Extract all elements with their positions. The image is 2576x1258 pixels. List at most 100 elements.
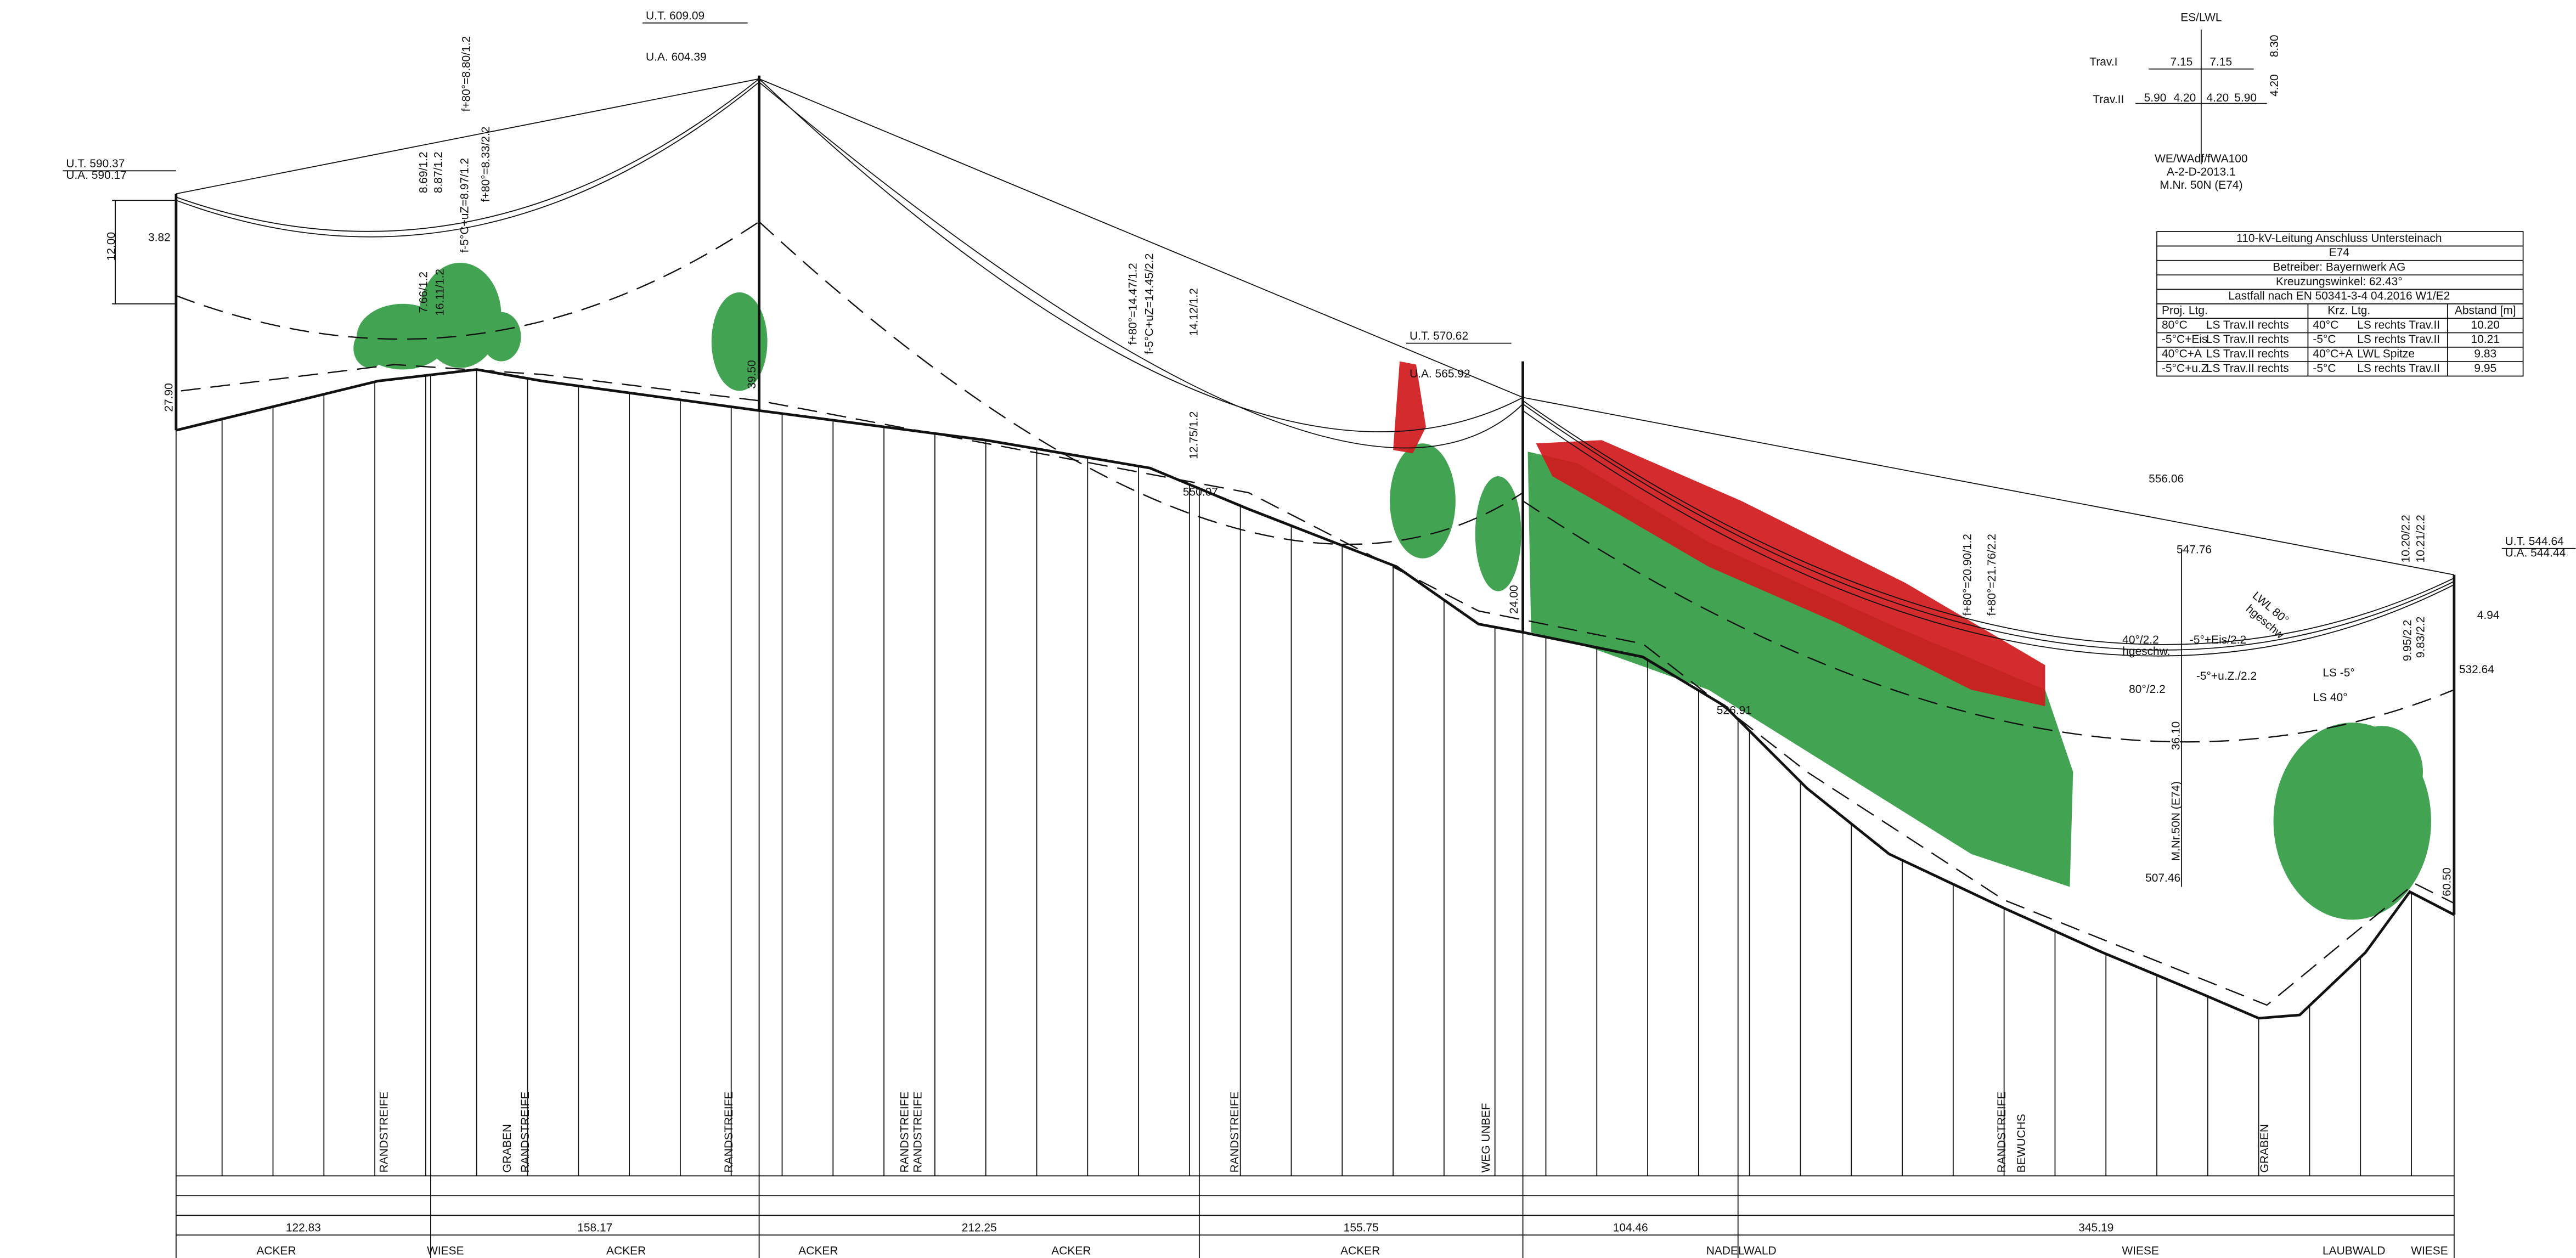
table-cell: 80°C [2162,319,2188,331]
dimension-label: 12.00 [105,232,118,261]
dimension-label: f+80°=20.90/1.2 [1961,534,1974,616]
dimension-label: -5°+u.Z./2.2 [2196,670,2257,682]
dimension-label: M.Nr.50N (E74) [2170,781,2183,861]
table-cell: LS Trav.II rechts [2206,319,2289,331]
land-use: ACKER [606,1245,646,1257]
dimension-label: 36.10 [2170,721,2183,750]
dimension-label: 3.82 [148,232,171,244]
dimension-label: 27.90 [162,383,175,411]
tower-ut: U.T. 609.09 [646,9,704,22]
annotations: 122.83 158.17 212.25 155.75 104.46 345.19 ACKE… [63,9,2576,1258]
table-cell: LWL Spitze [2357,348,2415,360]
head-label: 4.20 [2206,92,2229,104]
land-use: NADELWALD [1706,1245,1777,1257]
dimension-label: 8.69/1.2 [417,151,430,193]
dimension-label: hgeschw. [2122,645,2170,658]
dimension-label: 526.91 [1717,704,1752,717]
land-use: WIESE [2122,1245,2159,1257]
ground-label: RANDSTREIFE [1996,1092,2008,1173]
head-label: 5.90 [2144,92,2167,104]
land-use: LAUBWALD [2323,1245,2385,1257]
dimension-label: 16.11/1.2 [433,269,446,316]
table-header: Krz. Ltg. [2327,304,2370,317]
tower-ua: U.A. 565.92 [1410,368,1470,380]
span-length: 104.46 [1613,1222,1648,1234]
line-work [112,29,2456,1006]
table-title: Lastfall nach EN 50341-3-4 04.2016 W1/E2 [2228,290,2450,302]
table-cell: LS Trav.II rechts [2206,333,2289,346]
land-use: ACKER [256,1245,296,1257]
table-cell: -5°C+Eis [2162,333,2207,346]
table-cell: 10.20 [2471,319,2500,331]
dimension-label: 547.76 [2177,543,2212,556]
head-label: A-2-D-2013.1 [2167,166,2236,178]
table-cell: -5°C [2313,333,2336,346]
head-label: WE/WAdf/fWA100 [2155,153,2247,165]
dimension-label: 7.66/1.2 [417,272,430,313]
span-length: 122.83 [286,1222,321,1234]
table-cell: LS rechts Trav.II [2357,319,2440,331]
table-cell: LS Trav.II rechts [2206,348,2289,360]
table-cell: -5°C+u.Z. [2162,362,2211,375]
table-cell: LS rechts Trav.II [2357,333,2440,346]
dimension-label: 12.75/1.2 [1187,411,1200,459]
dimension-label: 80°/2.2 [2129,683,2166,696]
head-label: 4.20 [2174,92,2196,104]
table-title: E74 [2329,246,2350,259]
dimension-label: 40°/2.2 [2122,634,2159,646]
ground-label: RANDSTREIFE [899,1092,911,1173]
tower-ua: U.A. 544.44 [2505,546,2566,559]
table-title: Kreuzungswinkel: 62.43° [2276,275,2403,288]
dimension-label: -5°+Eis/2.2 [2190,634,2246,646]
ground-label: BEWUCHS [2015,1114,2028,1172]
head-label: 5.90 [2234,92,2257,104]
ground-label: GRABEN [501,1124,514,1172]
dimension-label: 10.21/2.2 [2415,515,2427,562]
dimension-label: f+80°=21.76/2.2 [1986,534,1998,616]
table-header: Proj. Ltg. [2162,304,2208,317]
dimension-label: 14.12/1.2 [1187,288,1200,336]
table-header: Abstand [m] [2455,304,2516,317]
tower-ut: U.T. 590.37 [66,157,125,170]
table-cell: 9.83 [2474,348,2496,360]
dimension-label: f-5°C+uZ=14.45/2.2 [1143,253,1156,354]
dimension-label: f+80°=8.33/2.2 [480,127,492,202]
ground-label: RANDSTREIFE [723,1092,735,1173]
tower-ua: U.A. 604.39 [646,50,707,63]
dimension-label: 507.46 [2145,872,2180,884]
span-length: 345.19 [2078,1222,2113,1234]
land-use: WIESE [2411,1245,2448,1257]
dimension-label: 556.06 [2149,473,2184,486]
span-length: 155.75 [1344,1222,1379,1234]
table-title: Betreiber: Bayernwerk AG [2273,261,2405,273]
dimension-label: f+80°=8.80/1.2 [460,36,472,112]
span-length: 212.25 [962,1222,997,1234]
ground-label: RANDSTREIFE [519,1092,532,1173]
table-cell: 10.21 [2471,333,2500,346]
dimension-label: LS 40° [2313,691,2347,704]
head-label: M.Nr. 50N (E74) [2160,179,2242,191]
ground-label: GRABEN [2258,1124,2271,1172]
table-cell: LS rechts Trav.II [2357,362,2440,375]
land-use: ACKER [1340,1245,1380,1257]
dimension-label: LS -5° [2323,667,2354,679]
dimension-label: f+80°=14.47/1.2 [1127,263,1140,345]
dimension-label: f-5°C+uZ=8.97/1.2 [458,158,471,253]
dimension-label: 60.50 [2440,867,2453,896]
tower-ua: U.A. 590.17 [66,169,127,182]
dimension-label: 532.64 [2459,663,2494,676]
tower-ut: U.T. 570.62 [1410,330,1468,342]
land-use: WIESE [427,1245,464,1257]
ground-label: RANDSTREIFE [378,1092,391,1173]
vegetation [353,262,2431,920]
head-label: 4.20 [2268,74,2281,97]
table-title: 110-kV-Leitung Anschluss Untersteinach [2236,232,2442,245]
table-cell: 40°C [2313,319,2338,331]
ground-label: RANDSTREIFE [911,1092,924,1173]
dimension-label: 39.50 [746,360,758,388]
tower-ut: U.T. 544.64 [2505,535,2564,548]
dimension-label: 9.95/2.2 [2402,620,2414,662]
dimension-label: 9.83/2.2 [2415,617,2427,658]
dimension-label: 550.07 [1183,486,1218,499]
